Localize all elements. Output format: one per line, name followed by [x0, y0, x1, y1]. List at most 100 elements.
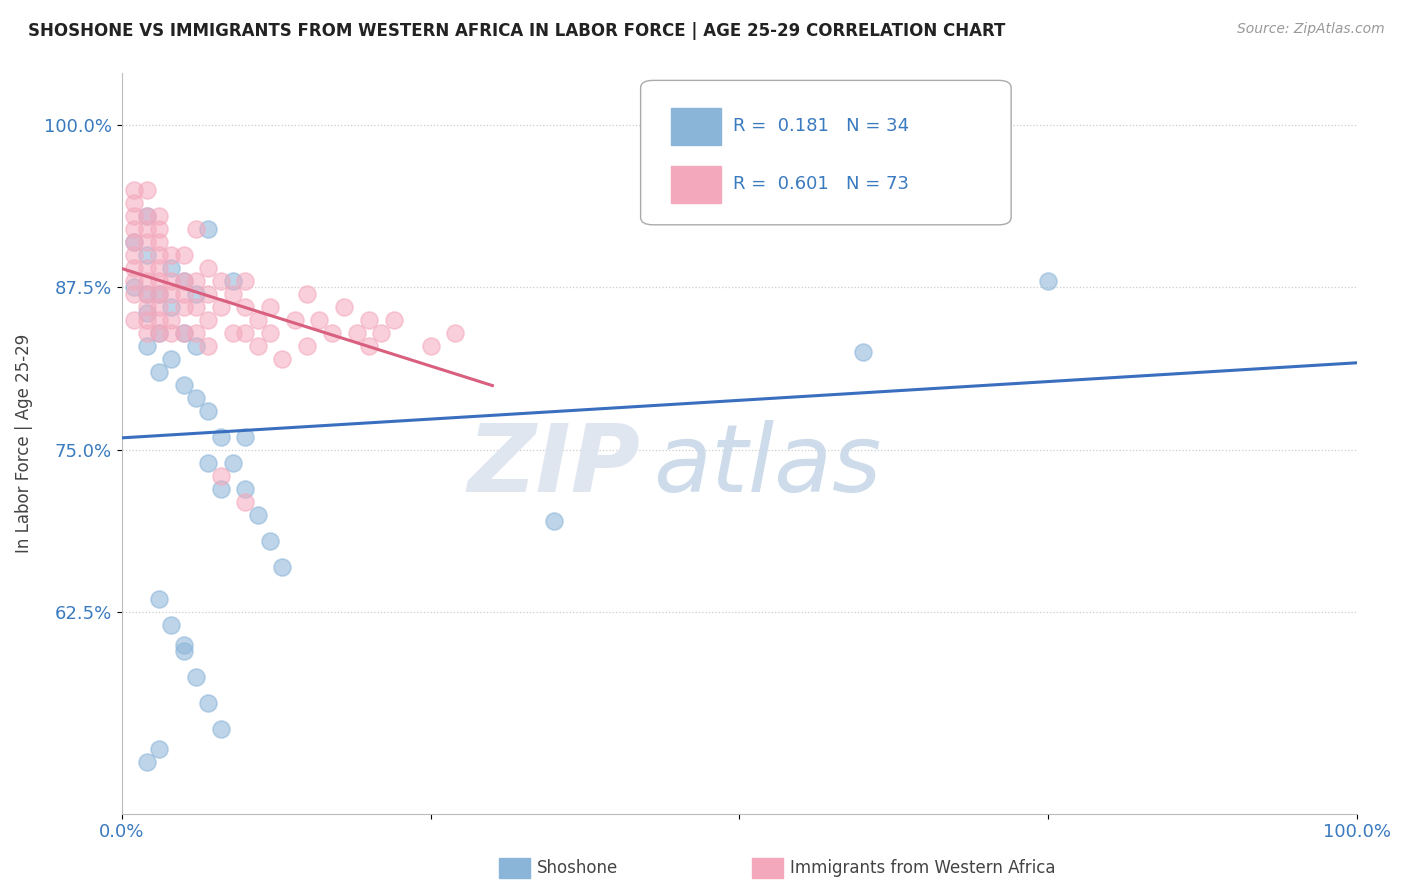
Text: SHOSHONE VS IMMIGRANTS FROM WESTERN AFRICA IN LABOR FORCE | AGE 25-29 CORRELATIO: SHOSHONE VS IMMIGRANTS FROM WESTERN AFRI… [28, 22, 1005, 40]
Point [173, 274, 195, 288]
Text: Source: ZipAtlas.com: Source: ZipAtlas.com [1237, 22, 1385, 37]
Point [259, 326, 281, 340]
Point [122, 313, 145, 327]
Point [173, 300, 195, 314]
Point [235, 495, 257, 509]
Point [444, 326, 467, 340]
Point [209, 468, 232, 483]
Point [160, 618, 183, 632]
Point [235, 274, 257, 288]
Point [295, 286, 318, 301]
Point [173, 248, 195, 262]
Point [543, 514, 565, 528]
Point [184, 286, 207, 301]
Point [122, 235, 145, 249]
Point [122, 260, 145, 275]
Point [173, 644, 195, 658]
Point [173, 326, 195, 340]
Point [148, 286, 170, 301]
Point [148, 222, 170, 236]
Point [160, 274, 183, 288]
Point [184, 274, 207, 288]
Point [419, 339, 441, 353]
Point [197, 286, 219, 301]
Point [148, 592, 170, 607]
Point [148, 274, 170, 288]
Point [370, 326, 392, 340]
Point [321, 326, 343, 340]
Point [122, 280, 145, 294]
Point [184, 326, 207, 340]
Point [160, 248, 183, 262]
Point [135, 222, 157, 236]
Point [122, 248, 145, 262]
Point [135, 209, 157, 223]
Point [173, 274, 195, 288]
Point [122, 209, 145, 223]
Bar [672, 166, 721, 202]
Point [122, 195, 145, 210]
Point [209, 722, 232, 736]
Point [197, 260, 219, 275]
Point [357, 339, 380, 353]
Point [135, 339, 157, 353]
Point [148, 209, 170, 223]
Point [333, 300, 356, 314]
Point [259, 533, 281, 548]
Point [135, 306, 157, 320]
Point [135, 313, 157, 327]
Point [148, 741, 170, 756]
Point [148, 248, 170, 262]
Point [197, 222, 219, 236]
Point [160, 351, 183, 366]
Point [135, 209, 157, 223]
Point [148, 286, 170, 301]
Point [148, 326, 170, 340]
Point [246, 508, 269, 522]
Point [235, 482, 257, 496]
Point [246, 339, 269, 353]
Point [160, 313, 183, 327]
Point [271, 351, 294, 366]
Point [135, 300, 157, 314]
Point [346, 326, 368, 340]
Point [148, 260, 170, 275]
Point [184, 222, 207, 236]
Point [197, 339, 219, 353]
Point [222, 274, 245, 288]
Point [284, 313, 307, 327]
Point [197, 456, 219, 470]
Point [135, 286, 157, 301]
Point [160, 326, 183, 340]
Point [184, 339, 207, 353]
Point [135, 286, 157, 301]
Point [209, 300, 232, 314]
Point [160, 300, 183, 314]
Point [122, 183, 145, 197]
Point [148, 235, 170, 249]
Point [209, 430, 232, 444]
Point [184, 300, 207, 314]
Point [222, 286, 245, 301]
Point [135, 755, 157, 769]
Y-axis label: In Labor Force | Age 25-29: In Labor Force | Age 25-29 [15, 334, 32, 553]
Point [259, 300, 281, 314]
Point [135, 248, 157, 262]
Point [209, 274, 232, 288]
Point [160, 260, 183, 275]
Point [246, 313, 269, 327]
Point [357, 313, 380, 327]
Text: R =  0.181   N = 34: R = 0.181 N = 34 [734, 118, 910, 136]
Point [173, 286, 195, 301]
Point [135, 260, 157, 275]
Point [197, 696, 219, 710]
Text: R =  0.601   N = 73: R = 0.601 N = 73 [734, 175, 910, 193]
Point [173, 638, 195, 652]
Point [308, 313, 330, 327]
Point [148, 300, 170, 314]
Text: Immigrants from Western Africa: Immigrants from Western Africa [790, 859, 1056, 877]
Point [852, 345, 875, 359]
Point [135, 235, 157, 249]
Point [235, 430, 257, 444]
FancyBboxPatch shape [641, 80, 1011, 225]
